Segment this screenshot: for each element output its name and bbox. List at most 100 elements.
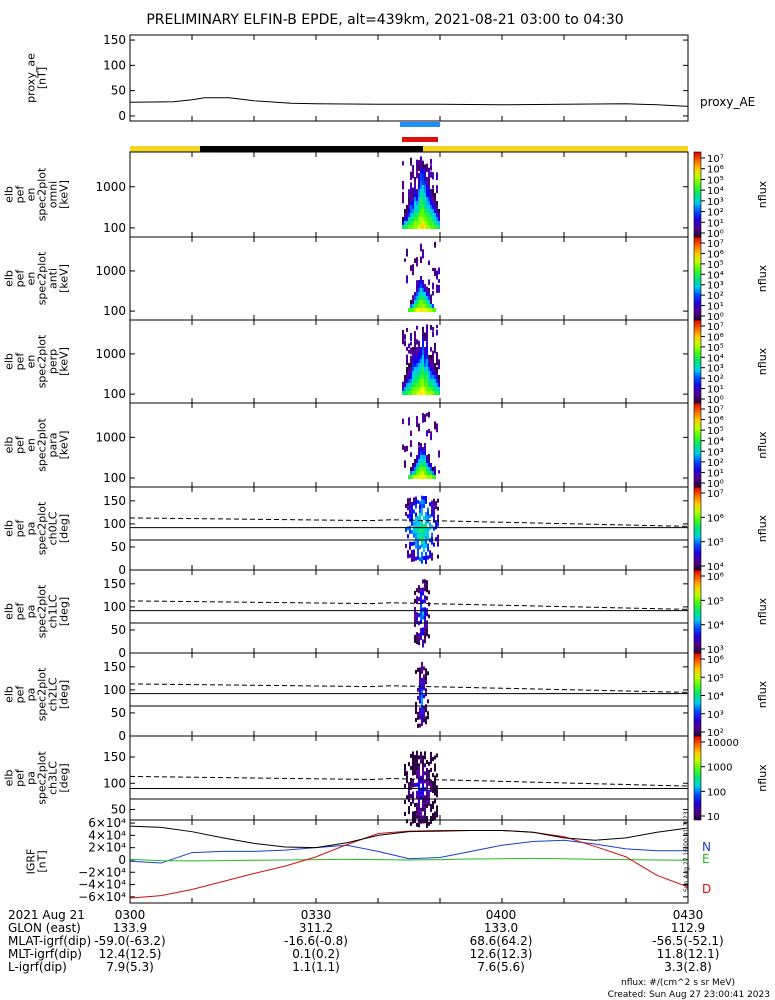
spectrogram-cell [420, 308, 422, 312]
pa-cell [421, 527, 423, 532]
colorbar-tick-label: 10000 [707, 738, 739, 749]
spectrogram-cell [422, 391, 424, 395]
spectrogram-cell [436, 383, 438, 387]
pa-cell [421, 665, 423, 670]
pa-cell [416, 588, 418, 593]
pa-cell [416, 616, 418, 621]
spectrogram-cell [428, 459, 430, 463]
pa-cell [415, 556, 417, 561]
pa-cell [418, 755, 420, 760]
spectrogram-speck [434, 421, 436, 430]
spectrogram-cell [424, 181, 426, 185]
spectrogram-speck [416, 416, 418, 423]
pa-cell [421, 551, 423, 556]
spectrogram-cell [410, 304, 412, 308]
spectrogram-cell [438, 217, 440, 221]
pa-cell [424, 595, 426, 600]
spectrogram-cell [406, 221, 408, 225]
pa-cell [423, 528, 425, 533]
colorbar-tick-label: 10⁶ [707, 332, 724, 343]
pa-cell [434, 755, 436, 760]
spectrogram-cell [412, 217, 414, 221]
spectrogram-cell [418, 347, 420, 351]
spectrogram-cell [428, 193, 430, 197]
panels: 150100500proxy_ae[nT]proxy_AE1000100elbp… [3, 33, 770, 904]
spectrogram-speck [426, 430, 428, 437]
spectrogram-speck [416, 165, 418, 172]
colorbar-label: nflux [756, 764, 769, 792]
spectrogram-cell [426, 459, 428, 463]
pa-cell [424, 631, 426, 636]
pa-cell [430, 751, 432, 756]
y-tick-label: 0 [118, 109, 126, 123]
spectrogram-cell [420, 447, 422, 451]
spectrogram-cell [414, 201, 416, 205]
spectrogram-cell [432, 189, 434, 193]
pa-cell [416, 802, 418, 807]
spectrogram-cell [412, 467, 414, 471]
spectrogram-cell [424, 467, 426, 471]
pa-cell [411, 529, 413, 534]
spectrogram-cell [416, 292, 418, 296]
y-axis-label: elb [3, 270, 16, 287]
spectrogram-speck [416, 257, 418, 261]
spectrogram-cell [412, 225, 414, 229]
pa-cell [425, 500, 427, 505]
pa-cell [434, 783, 436, 788]
proxy-ae-legend: proxy_AE [700, 95, 755, 109]
pa-cell [424, 779, 426, 784]
pa-cell [424, 787, 426, 792]
spectrogram-cell [428, 225, 430, 229]
pa-cell [414, 766, 416, 771]
spectrogram-cell [422, 387, 424, 391]
spectrogram-cell [426, 351, 428, 355]
spectrogram-cell [428, 371, 430, 375]
y-axis-label: pef [14, 685, 27, 704]
spectrogram-cell [428, 375, 430, 379]
y-tick-label: 6×10⁴ [88, 816, 126, 830]
y-tick-label: 150 [103, 660, 126, 674]
y-tick-label: 0 [118, 729, 126, 743]
pa-cell [427, 515, 429, 520]
spectrogram-cell [414, 181, 416, 185]
ephemeris-row-label: GLON (east) [8, 921, 81, 935]
colorbar-tick-label: 10⁵ [707, 673, 724, 684]
spectrogram-cell [434, 375, 436, 379]
pa-cell [421, 685, 423, 690]
spectrogram-cell [418, 221, 420, 225]
spectrogram-cell [420, 292, 422, 296]
spectrogram-cell [424, 471, 426, 475]
spectrogram-speck [408, 417, 410, 426]
colorbar-label: nflux [756, 180, 769, 208]
spectrogram-cell [410, 379, 412, 383]
spectrogram-cell [416, 189, 418, 193]
shadow-bar [200, 146, 423, 152]
spectrogram-cell [418, 455, 420, 459]
spectrogram-speck [402, 381, 404, 389]
pa-cell [420, 587, 422, 592]
spectrogram-speck [408, 349, 410, 354]
y-axis-label: pef [14, 768, 27, 787]
pa-cell [422, 779, 424, 784]
spectrogram-cell [434, 225, 436, 229]
spectrogram-cell [418, 379, 420, 383]
pa-cell [414, 590, 416, 595]
spectrogram-cell [436, 367, 438, 371]
spectrogram-cell [428, 475, 430, 479]
pa-cell [429, 502, 431, 507]
pa-cell [437, 514, 439, 519]
ephemeris-row-label: MLAT-igrf(dip) [8, 934, 91, 948]
spectrogram-cell [430, 471, 432, 475]
spectrogram-cell [432, 221, 434, 225]
spectrogram-cell [418, 284, 420, 288]
spectrogram-cell [426, 308, 428, 312]
spectrogram-cell [408, 391, 410, 395]
pa-cell [412, 799, 414, 804]
pa-cell [424, 763, 426, 768]
pa-cell [436, 813, 438, 818]
spectrogram-cell [432, 387, 434, 391]
pa-cell [414, 802, 416, 807]
spectrogram-cell [428, 185, 430, 189]
spectrogram-cell [418, 193, 420, 197]
spectrogram-cell [426, 391, 428, 395]
